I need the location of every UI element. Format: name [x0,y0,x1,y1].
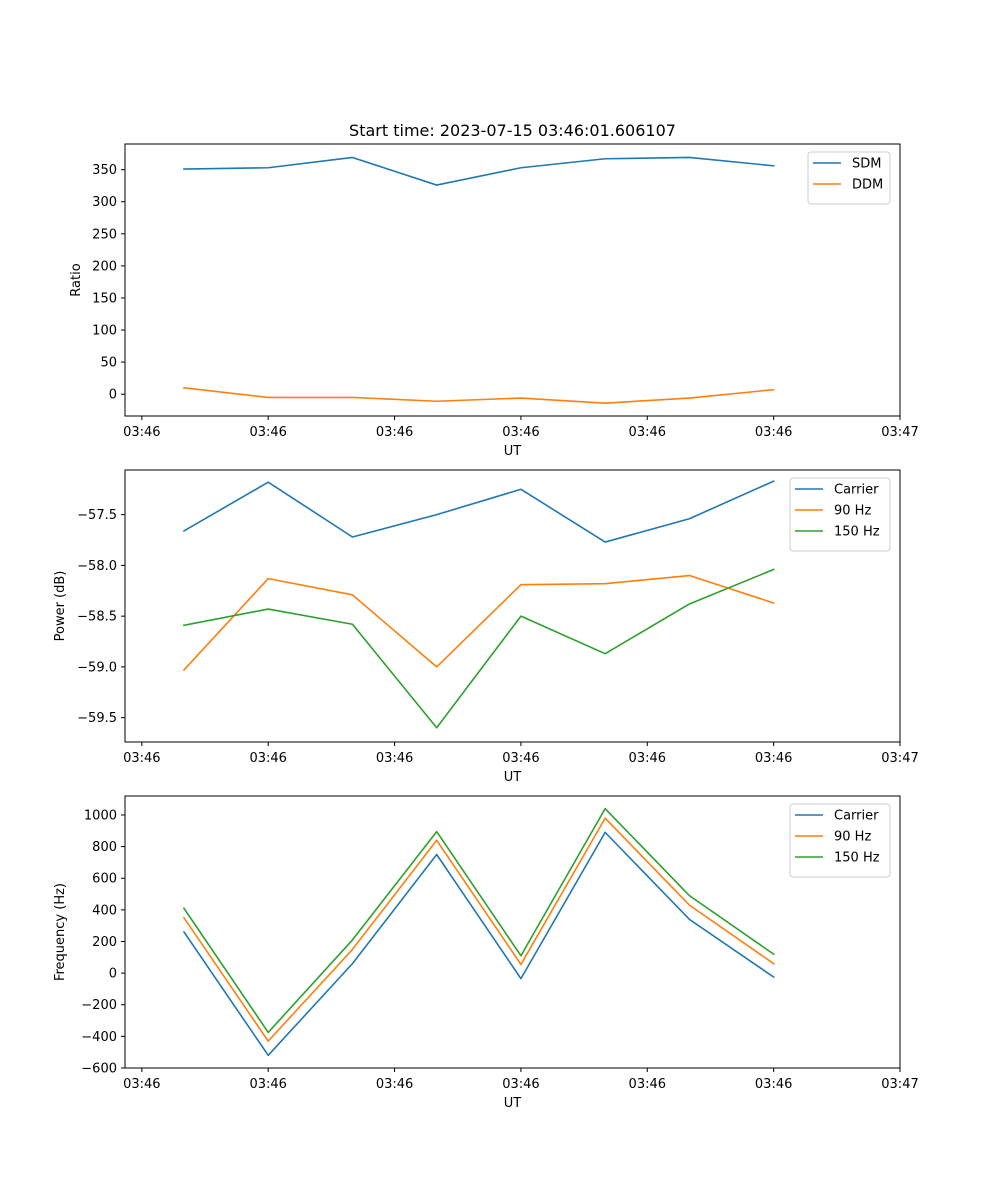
y-tick-label: −58.5 [77,610,117,625]
x-tick-label: 03:46 [755,1077,792,1092]
x-tick-label: 03:46 [376,1077,413,1092]
y-tick-label: 1000 [84,808,117,823]
y-tick-label: 200 [92,259,117,274]
panels: 03:46 03:46 03:46 03:46 03:46 03:46 03:47 0 50 10… [53,143,919,1111]
x-tick-label: 03:47 [881,1077,918,1092]
y-tick-label: −59.0 [77,660,117,675]
x-tick-label: 03:46 [376,751,413,766]
x-axis-label: UT [504,444,522,459]
y-axis-label: Ratio [69,263,84,296]
legend-label: DDM [852,178,883,193]
x-tick-label: 03:46 [502,425,539,440]
y-tick-label: 150 [92,291,117,306]
legend-label: SDM [852,157,881,172]
y-tick-label: 400 [92,903,117,918]
x-tick-label: 03:46 [755,751,792,766]
y-axis-label: Frequency (Hz) [53,883,68,981]
series-line-90-hz [182,574,775,672]
legend-label: Carrier [834,483,879,498]
x-tick-label: 03:46 [249,1077,286,1092]
y-tick-label: 50 [100,356,117,371]
series-line-90-hz [182,817,775,1042]
y-tick-label: 250 [92,227,117,242]
legend-label: 90 Hz [834,830,871,845]
y-tick-label: −58.0 [77,559,117,574]
y-tick-label: 300 [92,195,117,210]
x-tick-label: 03:46 [629,1077,666,1092]
x-axis-label: UT [504,1096,522,1111]
x-tick-label: 03:46 [502,751,539,766]
legend-label: 90 Hz [834,504,871,519]
y-tick-label: 0 [109,388,117,403]
legend: SDM DDM [807,151,891,205]
legend-box [789,803,891,878]
x-tick-label: 03:46 [123,1077,160,1092]
axes-frame [124,143,901,417]
y-tick-label: −400 [81,1030,117,1045]
y-tick-label: 0 [109,967,117,982]
y-tick-label: −200 [81,998,117,1013]
y-tick-label: 800 [92,840,117,855]
panel-3: 03:46 03:46 03:46 03:46 03:46 03:46 03:47 −600 −… [53,795,919,1111]
axes-frame [124,795,901,1069]
x-tick-label: 03:46 [502,1077,539,1092]
x-tick-label: 03:47 [881,425,918,440]
y-tick-label: 100 [92,324,117,339]
x-tick-label: 03:47 [881,751,918,766]
series-line-ddm [183,386,775,404]
y-tick-label: 350 [92,163,117,178]
series-line-150-hz [182,807,775,1034]
x-tick-label: 03:46 [755,425,792,440]
y-tick-label: 200 [92,935,117,950]
legend-label: Carrier [834,809,879,824]
y-tick-label: 600 [92,872,117,887]
x-tick-label: 03:46 [123,751,160,766]
legend-box [789,477,891,552]
legend-box [807,151,891,205]
y-tick-label: −59.5 [77,711,117,726]
x-tick-label: 03:46 [629,751,666,766]
legend-label: 150 Hz [834,851,880,866]
x-axis-label: UT [504,770,522,785]
series-line-sdm [183,156,775,186]
x-tick-label: 03:46 [376,425,413,440]
y-tick-label: −600 [81,1062,117,1077]
panel-2: 03:46 03:46 03:46 03:46 03:46 03:46 03:47 −59.5… [53,469,919,785]
series-line-150-hz [183,568,775,729]
series-line-carrier [182,480,775,543]
y-axis-label: Power (dB) [53,571,68,642]
x-tick-label: 03:46 [629,425,666,440]
x-tick-label: 03:46 [249,425,286,440]
x-tick-label: 03:46 [249,751,286,766]
y-tick-label: −57.5 [77,508,117,523]
x-tick-label: 03:46 [123,425,160,440]
legend-label: 150 Hz [834,525,880,540]
panel-1: 03:46 03:46 03:46 03:46 03:46 03:46 03:47 0 50 10… [69,143,919,459]
axes-frame [124,469,901,743]
legend: Carrier 90 Hz 150 Hz [789,477,891,552]
chart-title: Start time: 2023-07-15 03:46:01.606107 [349,121,676,140]
legend: Carrier 90 Hz 150 Hz [789,803,891,878]
series-line-carrier [182,831,775,1057]
